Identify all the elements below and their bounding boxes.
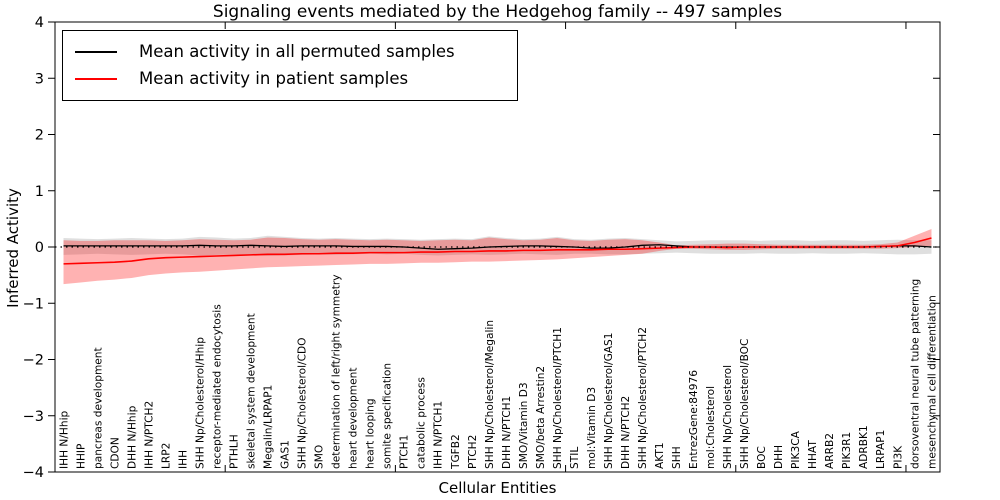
x-category-label: TGFB2 — [450, 434, 462, 470]
x-category-label: somite specification — [382, 363, 394, 469]
y-tick-label: 1 — [35, 184, 44, 200]
y-tick-label: −4 — [23, 465, 44, 481]
x-category-label: determination of left/right symmetry — [331, 275, 343, 470]
x-category-label: DHH — [773, 445, 785, 469]
x-category-label: catabolic process — [416, 377, 428, 469]
x-category-label: LRPAP1 — [875, 430, 887, 469]
x-category-label: LRP2 — [160, 443, 172, 469]
x-category-label: mol:Cholesterol — [705, 386, 717, 469]
x-category-label: DHH N/PTCH2 — [620, 396, 632, 469]
x-category-label: PTCH1 — [399, 435, 411, 469]
x-category-label: mesenchymal cell differentiation — [926, 295, 938, 469]
x-category-label: EntrezGene:84976 — [688, 370, 700, 469]
x-category-label: SMO/beta Arrestin2 — [535, 366, 547, 469]
legend: Mean activity in all permuted samples Me… — [62, 30, 518, 101]
x-category-label: PIK3R1 — [841, 432, 853, 469]
x-category-label: dorsoventral neural tube patterning — [909, 279, 921, 469]
x-category-label: SHH Np/Cholesterol/Megalin — [484, 320, 496, 469]
x-category-label: heart development — [348, 368, 360, 469]
chart-title: Signaling events mediated by the Hedgeho… — [212, 2, 783, 22]
x-category-label: mol:Vitamin D3 — [586, 387, 598, 469]
x-category-label: DHH N/PTCH1 — [501, 396, 513, 469]
x-category-label: GAS1 — [280, 440, 292, 469]
y-tick-label: −3 — [23, 409, 44, 425]
x-category-label: HHIP — [75, 443, 87, 469]
x-category-label: STIL — [569, 447, 581, 469]
x-category-label: PI3K — [892, 445, 904, 469]
x-category-label: IHH N/PTCH2 — [143, 401, 155, 469]
x-category-label: DHH N/Hhip — [126, 405, 138, 469]
x-category-label: receptor-mediated endocytosis — [211, 304, 223, 469]
x-category-label: SMO/Vitamin D3 — [518, 382, 530, 469]
x-category-label: pancreas development — [92, 347, 104, 469]
y-tick-label: 4 — [35, 15, 44, 31]
patient-range-band — [63, 229, 932, 285]
x-category-label: ARRB2 — [824, 433, 836, 469]
legend-label-permuted: Mean activity in all permuted samples — [139, 42, 455, 61]
x-category-label: HHAT — [807, 440, 819, 469]
x-category-label: SHH — [671, 446, 683, 469]
x-category-label: skeletal system development — [246, 313, 258, 469]
x-category-label: PIK3CA — [790, 430, 802, 469]
y-tick-label: 2 — [35, 128, 44, 144]
x-category-label: heart looping — [365, 398, 377, 469]
x-category-label: SHH Np/Cholesterol/Hhip — [194, 337, 206, 469]
x-category-label: AKT1 — [654, 442, 666, 469]
legend-item-permuted: Mean activity in all permuted samples — [75, 38, 507, 65]
y-tick-label: −1 — [23, 296, 44, 312]
x-category-label: SHH Np/Cholesterol/PTCH2 — [637, 327, 649, 469]
x-category-label: IHH N/Hhip — [58, 410, 70, 469]
permuted-range-band — [63, 235, 932, 256]
x-category-label: Megalin/LRPAP1 — [263, 385, 275, 469]
legend-item-patient: Mean activity in patient samples — [75, 65, 507, 92]
patient-line-swatch — [75, 77, 117, 80]
x-category-label: IHH N/PTCH1 — [433, 401, 445, 469]
x-axis-title: Cellular Entities — [438, 479, 557, 497]
y-axis-title: Inferred Activity — [4, 188, 22, 308]
x-category-label: IHH — [177, 450, 189, 469]
x-category-label: SHH Np/Cholesterol — [722, 365, 734, 469]
x-category-label: SHH Np/Cholesterol/BOC — [739, 339, 751, 469]
x-category-label: PTCH2 — [467, 435, 479, 469]
x-category-label: ADRBK1 — [858, 425, 870, 469]
permuted-line-swatch — [75, 50, 117, 53]
x-category-label: BOC — [756, 446, 768, 469]
y-tick-label: −2 — [23, 353, 44, 369]
x-category-label: SHH Np/Cholesterol/CDO — [297, 338, 309, 470]
y-tick-label: 3 — [35, 71, 44, 87]
x-category-label: SHH Np/Cholesterol/PTCH1 — [552, 327, 564, 469]
x-category-label: SHH Np/Cholesterol/GAS1 — [603, 332, 615, 469]
y-tick-label: 0 — [35, 240, 44, 256]
x-category-label: CDON — [109, 437, 121, 469]
x-category-label: PTHLH — [229, 434, 241, 469]
x-category-label: SMO — [314, 445, 326, 469]
legend-label-patient: Mean activity in patient samples — [139, 69, 409, 88]
